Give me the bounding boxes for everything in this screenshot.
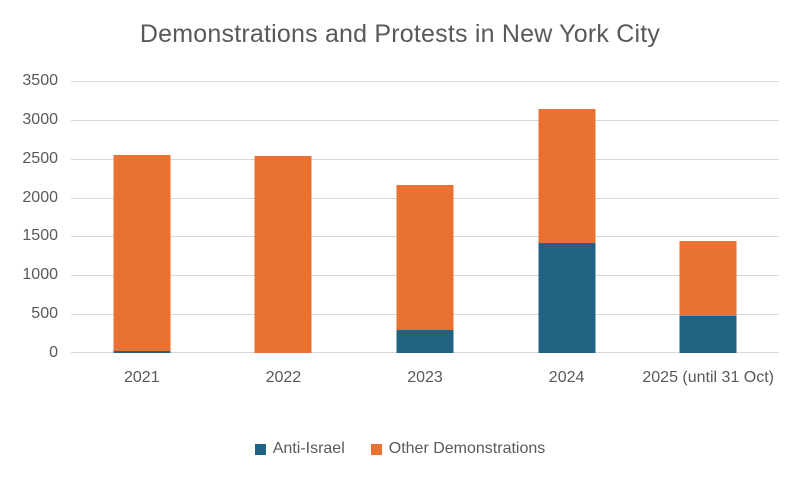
bar-2023 [396,185,454,353]
y-tick-label: 3000 [22,110,58,128]
x-tick-label: 2023 [407,369,443,386]
bar-slot-2022 [213,81,355,353]
y-tick-label: 500 [31,305,58,323]
bar-segment-other-demonstrations [538,109,596,243]
legend-item-label: Other Demonstrations [388,440,546,457]
bar-2025-until-31-oct [679,241,737,353]
y-tick-label: 2500 [22,149,58,167]
bar-segment-anti-israel [396,329,454,353]
legend-item-anti-israel: Anti-Israel [254,440,345,458]
bar-segment-anti-israel [679,315,737,353]
y-tick-label: 3500 [22,72,58,89]
bar-segment-other-demonstrations [679,241,737,316]
bar-segment-anti-israel [113,350,171,353]
bar-segment-other-demonstrations [113,154,171,351]
y-axis: 0 500 1000 1500 2000 2500 3000 3500 [0,72,58,361]
gridline [71,81,779,82]
x-tick-label: 2024 [548,369,585,386]
x-tick-label: 2022 [265,369,302,386]
x-tick-label: 2025 (until 31 Oct) [642,369,774,386]
legend-swatch-icon [370,443,382,455]
legend-swatch-icon [254,443,266,455]
legend: Anti-Israel Other Demonstrations [0,440,800,458]
bar-2022 [254,156,312,353]
bar-slot-2023 [354,81,496,353]
bar-2024 [538,109,596,353]
bar-segment-other-demonstrations [396,185,454,330]
bar-segment-other-demonstrations [254,156,312,353]
bar-slot-2025-until-31-oct [637,81,779,353]
legend-item-other-demonstrations: Other Demonstrations [370,440,546,458]
y-tick-label: 0 [49,344,58,361]
plot-area [71,81,779,353]
gridline [71,158,779,160]
y-tick-label: 2000 [22,188,58,206]
legend-item-label: Anti-Israel [272,440,345,457]
bar-2021 [113,154,171,353]
x-tick-label: 2021 [124,369,160,386]
bar-segment-anti-israel [538,242,596,353]
gridline [71,119,779,121]
bar-slot-2024 [496,81,638,353]
bar-slot-2021 [71,81,213,353]
y-tick-label: 1000 [22,266,58,284]
chart-title: Demonstrations and Protests in New York … [139,20,661,48]
y-tick-label: 1500 [22,227,58,245]
